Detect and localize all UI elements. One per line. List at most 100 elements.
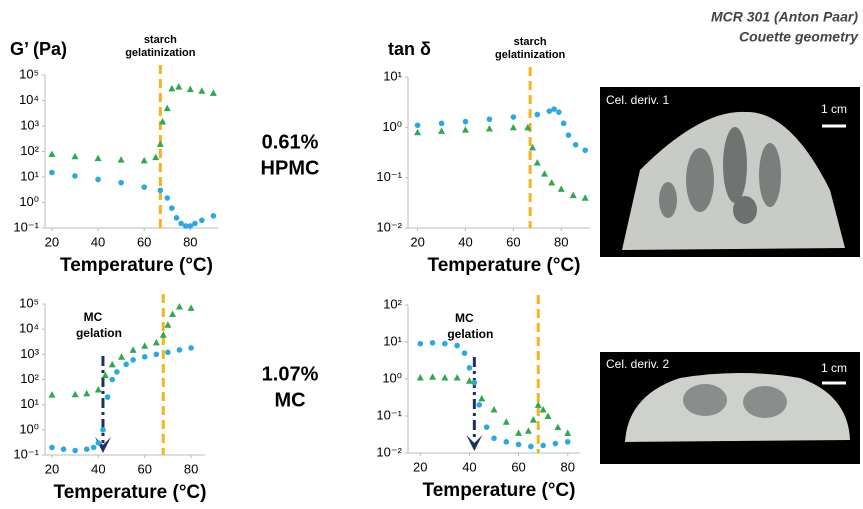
y-tick-label: 10⁻¹ <box>13 219 39 234</box>
point <box>483 424 490 430</box>
point <box>485 124 493 132</box>
y-tick-label: 10⁵ <box>19 66 39 81</box>
point <box>478 394 486 402</box>
point <box>210 213 217 219</box>
y-tick-label: 10⁰ <box>382 119 402 134</box>
point <box>178 220 184 227</box>
point <box>198 87 206 94</box>
y-tick-label: 10² <box>20 143 39 158</box>
point <box>528 443 534 450</box>
point <box>441 373 449 381</box>
point <box>153 351 160 358</box>
x-tick-label: 80 <box>554 234 568 249</box>
point <box>453 373 461 381</box>
x-tick-label: 20 <box>410 234 424 249</box>
photo <box>600 87 860 257</box>
point <box>164 195 171 201</box>
header-line: MCR 301 (Anton Paar) <box>711 9 858 25</box>
point <box>156 140 164 147</box>
point <box>529 143 537 151</box>
point <box>187 304 195 311</box>
point <box>552 440 559 447</box>
point <box>188 345 194 351</box>
point <box>192 220 198 227</box>
y-tick-label: 10¹ <box>383 333 402 348</box>
sample-label: 0.61% <box>262 131 319 153</box>
y-axis-label: G’ (Pa) <box>10 39 67 59</box>
sample-label: 1.07% <box>262 363 319 385</box>
point <box>165 349 171 356</box>
annotation: starch gelatinization <box>495 36 566 61</box>
x-tick-label: 80 <box>183 234 197 249</box>
point <box>414 122 421 129</box>
point <box>187 223 194 229</box>
y-axis-label: tan δ <box>388 39 431 59</box>
point <box>94 154 102 162</box>
point <box>524 427 532 434</box>
point <box>123 361 129 368</box>
point <box>461 126 469 133</box>
y-tick-label: 10⁻² <box>376 444 402 459</box>
point <box>509 123 517 131</box>
point <box>466 365 473 371</box>
point <box>49 169 55 176</box>
y-tick-label: 10⁻¹ <box>376 169 402 184</box>
point <box>438 120 445 127</box>
point <box>72 447 78 454</box>
point <box>544 412 552 419</box>
point <box>541 170 548 177</box>
point <box>168 84 176 92</box>
point <box>502 418 510 425</box>
point <box>48 150 56 157</box>
point <box>108 360 116 368</box>
point <box>60 446 67 453</box>
y-tick-label: 10⁻² <box>376 219 402 234</box>
x-tick-label: 40 <box>91 461 105 476</box>
x-tick-label: 20 <box>45 461 59 476</box>
point <box>503 439 510 445</box>
point <box>476 402 483 408</box>
point <box>163 104 171 112</box>
point <box>114 369 120 375</box>
point <box>72 173 78 179</box>
point <box>48 391 56 398</box>
x-tick-label: 40 <box>462 459 476 474</box>
point <box>118 179 124 186</box>
y-tick-label: 10¹ <box>20 396 39 411</box>
point <box>462 118 469 125</box>
y-tick-label: 10² <box>20 371 39 386</box>
point <box>141 342 149 349</box>
point <box>548 179 556 186</box>
point <box>169 205 175 211</box>
photo-label: Cel. deriv. 2 <box>606 357 669 371</box>
point <box>101 371 109 379</box>
y-tick-label: 10⁰ <box>382 370 402 385</box>
annotation: MC gelation <box>447 311 493 341</box>
y-tick-label: 10⁰ <box>19 421 39 436</box>
y-tick-label: 10¹ <box>20 168 39 183</box>
point <box>557 185 565 192</box>
header-line: Couette geometry <box>739 29 859 45</box>
point <box>169 310 177 318</box>
point <box>414 128 422 136</box>
x-tick-label: 60 <box>137 461 151 476</box>
point <box>157 187 164 194</box>
point <box>417 340 424 347</box>
point <box>454 342 460 349</box>
scale-label: 1 cm <box>821 102 847 116</box>
point <box>471 379 478 386</box>
point <box>152 153 160 161</box>
point <box>572 141 579 148</box>
point <box>556 109 562 115</box>
point <box>429 340 436 346</box>
y-tick-label: 10³ <box>20 346 39 361</box>
x-tick-label: 40 <box>458 234 472 249</box>
point <box>141 353 148 360</box>
point <box>582 147 589 154</box>
point <box>49 444 55 451</box>
point <box>438 127 446 134</box>
point <box>515 429 523 436</box>
point <box>554 423 562 431</box>
point <box>560 120 567 127</box>
